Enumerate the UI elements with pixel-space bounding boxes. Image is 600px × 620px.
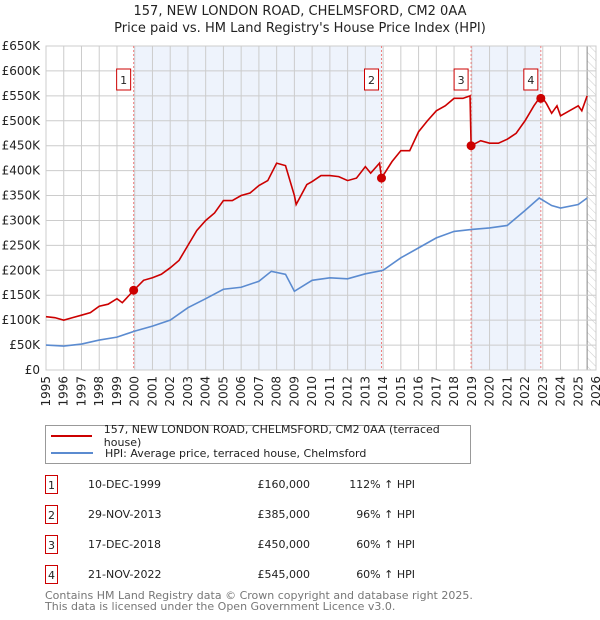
x-tick-label: 2017 — [429, 376, 443, 407]
x-tick-label: 1996 — [57, 376, 71, 407]
sale-row: 3 17-DEC-2018 £450,000 60% ↑ HPI — [45, 535, 465, 555]
sale-point — [536, 93, 546, 103]
x-tick-label: 2025 — [571, 376, 585, 407]
sale-label-box — [523, 68, 539, 91]
x-tick-label: 2007 — [252, 376, 266, 407]
sale-price: £160,000 — [257, 478, 311, 491]
x-tick-label: 2012 — [341, 376, 355, 407]
sale-date: 17-DEC-2018 — [88, 538, 162, 551]
y-tick-label: £50K — [9, 338, 41, 352]
sale-row: 1 10-DEC-1999 £160,000 112% ↑ HPI — [45, 475, 465, 495]
x-tick-label: 1999 — [110, 376, 124, 407]
x-tick-label: 2000 — [128, 376, 142, 407]
sale-label: 2 — [368, 74, 375, 87]
x-tick-label: 2015 — [394, 376, 408, 407]
sale-price: £385,000 — [257, 508, 311, 521]
x-tick-label: 2016 — [412, 376, 426, 407]
x-tick-label: 2008 — [270, 376, 284, 407]
legend: 157, NEW LONDON ROAD, CHELMSFORD, CM2 0A… — [45, 423, 471, 464]
chart-title: 157, NEW LONDON ROAD, CHELMSFORD, CM2 0A… — [133, 4, 467, 19]
sale-date: 29-NOV-2013 — [88, 508, 162, 521]
x-tick-label: 2023 — [536, 376, 550, 407]
sale-label: 4 — [527, 74, 534, 87]
sale-row: 2 29-NOV-2013 £385,000 96% ↑ HPI — [45, 505, 465, 525]
y-tick-label: £650K — [2, 39, 42, 53]
sale-point — [129, 285, 139, 295]
legend-swatch — [51, 452, 93, 454]
forecast-hatch — [587, 46, 596, 370]
ownership-shade — [471, 46, 541, 370]
x-tick-label: 2002 — [163, 376, 177, 407]
sale-point — [377, 173, 386, 183]
sale-hpi-change: 112% ↑ HPI — [349, 478, 415, 491]
legend-label: HPI: Average price, terraced house, Chel… — [105, 446, 367, 460]
sale-row: 4 21-NOV-2022 £545,000 60% ↑ HPI — [45, 565, 465, 585]
sale-price: £450,000 — [257, 538, 311, 551]
sale-label: 1 — [120, 74, 127, 87]
x-tick-label: 2001 — [145, 376, 159, 407]
x-tick-label: 2022 — [518, 376, 532, 407]
legend-item-hpi: HPI: Average price, terraced house, Chel… — [51, 445, 366, 461]
footer: Contains HM Land Registry data © Crown c… — [45, 590, 473, 612]
x-tick-label: 2026 — [589, 376, 600, 407]
legend-item-property: 157, NEW LONDON ROAD, CHELMSFORD, CM2 0A… — [51, 423, 470, 449]
sale-label-box — [453, 68, 469, 91]
series-line — [45, 197, 588, 347]
y-tick-label: £350K — [2, 189, 42, 203]
sale-number-badge: 3 — [45, 535, 58, 554]
x-tick-label: 2011 — [323, 376, 337, 407]
price-chart: 1995 1996 1997 1998 1999 2000 2001 2002 2003 2004… — [2, 39, 600, 407]
series-line — [45, 94, 588, 321]
x-tick-label: 2006 — [234, 376, 248, 407]
sale-date: 10-DEC-1999 — [88, 478, 162, 491]
y-tick-label: £0 — [25, 363, 40, 377]
x-tick-label: 2020 — [483, 376, 497, 407]
y-tick-label: £500K — [2, 114, 42, 128]
legend-label: 157, NEW LONDON ROAD, CHELMSFORD, CM2 0A… — [103, 423, 440, 449]
x-tick-label: 2009 — [287, 376, 301, 407]
x-tick-label: 2014 — [376, 376, 390, 407]
x-tick-label: 1995 — [39, 376, 53, 407]
licence-text: This data is licensed under the Open Gov… — [45, 600, 396, 613]
x-tick-label: 2021 — [500, 376, 514, 407]
y-tick-label: £550K — [2, 89, 42, 103]
sale-label: 3 — [458, 74, 465, 87]
x-tick-label: 2003 — [181, 376, 195, 407]
sale-hpi-change: 96% ↑ HPI — [356, 508, 415, 521]
y-tick-label: £150K — [2, 288, 42, 302]
y-tick-label: £200K — [2, 263, 42, 277]
sale-number-badge: 1 — [45, 475, 58, 494]
sale-point — [466, 141, 476, 151]
x-tick-label: 1998 — [92, 376, 106, 407]
y-tick-label: £100K — [2, 313, 42, 327]
sale-label-box — [116, 68, 132, 91]
sale-number-badge: 4 — [45, 565, 58, 584]
x-tick-label: 2024 — [554, 376, 568, 407]
x-tick-label: 1997 — [74, 376, 88, 407]
x-tick-label: 2004 — [199, 376, 213, 407]
legend-swatch — [51, 435, 92, 437]
sale-label-box — [364, 68, 379, 91]
y-tick-label: £600K — [2, 64, 42, 78]
y-tick-label: £400K — [2, 164, 42, 178]
ownership-shade — [133, 46, 382, 370]
sale-price: £545,000 — [257, 568, 311, 581]
copyright-text: Contains HM Land Registry data © Crown c… — [45, 589, 473, 602]
x-tick-label: 2013 — [358, 376, 372, 407]
x-tick-label: 2018 — [447, 376, 461, 407]
y-tick-label: £250K — [2, 238, 42, 252]
sale-hpi-change: 60% ↑ HPI — [356, 568, 415, 581]
sale-hpi-change: 60% ↑ HPI — [356, 538, 415, 551]
sale-date: 21-NOV-2022 — [88, 568, 162, 581]
sale-number-badge: 2 — [45, 505, 58, 524]
x-tick-label: 2019 — [465, 376, 479, 407]
x-tick-label: 2010 — [305, 376, 319, 407]
x-tick-label: 2005 — [216, 376, 230, 407]
y-tick-label: £300K — [2, 213, 42, 227]
y-tick-label: £450K — [2, 139, 42, 153]
chart-subtitle: Price paid vs. HM Land Registry's House … — [114, 21, 486, 36]
